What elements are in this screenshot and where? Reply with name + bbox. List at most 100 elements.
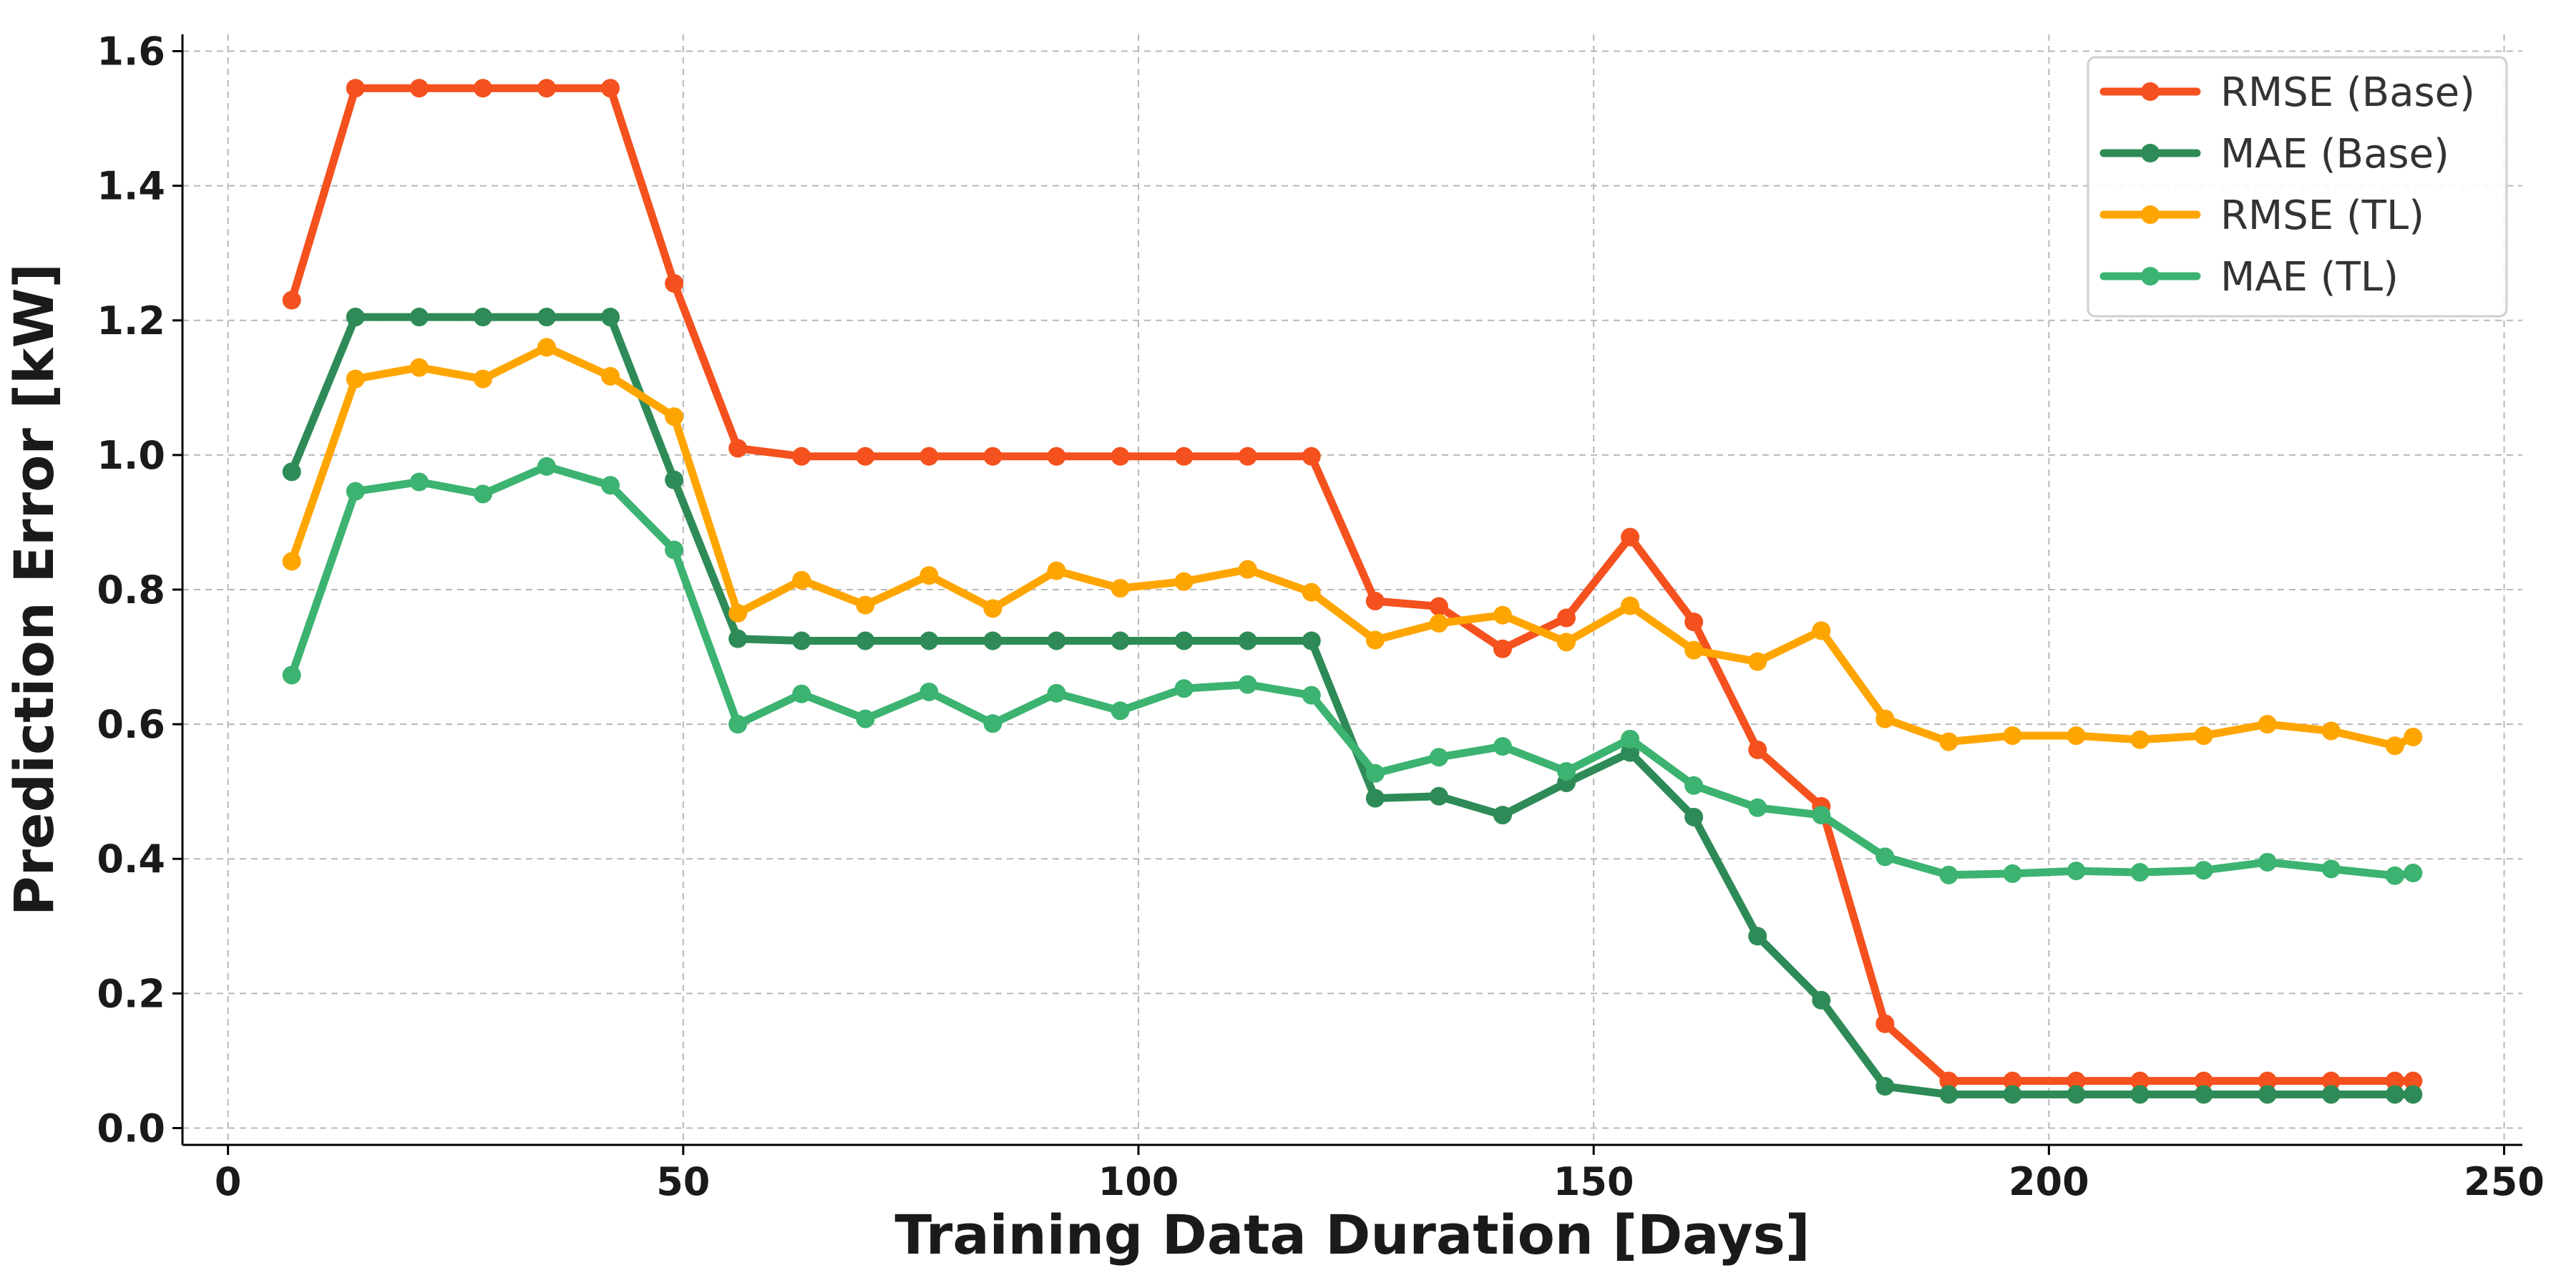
data-point — [792, 684, 811, 703]
x-tick-label: 150 — [1553, 1159, 1634, 1204]
legend-swatch-marker — [2141, 82, 2160, 101]
data-point — [2385, 866, 2404, 885]
data-point — [1493, 806, 1512, 825]
data-point — [409, 79, 429, 98]
data-point — [1111, 631, 1130, 650]
data-point — [1302, 631, 1321, 650]
data-point — [1111, 579, 1130, 598]
data-point — [2385, 1085, 2404, 1104]
data-point — [2130, 1085, 2150, 1104]
data-point — [665, 407, 684, 426]
data-point — [983, 599, 1002, 618]
legend-frame — [2087, 56, 2508, 318]
data-point — [1748, 740, 1767, 759]
legend-item: RMSE (TL) — [2099, 192, 2424, 239]
y-axis-title: Prediction Error [kW] — [2, 263, 66, 916]
data-point — [1748, 927, 1767, 946]
x-tick-label: 50 — [656, 1159, 710, 1204]
data-point — [2194, 726, 2213, 746]
data-point — [728, 715, 748, 734]
data-point — [1812, 621, 1831, 640]
data-point — [2404, 1071, 2423, 1091]
data-point — [2321, 1085, 2341, 1104]
data-point — [665, 470, 684, 489]
data-point — [537, 79, 556, 98]
series-line — [288, 462, 2417, 880]
legend-item: RMSE (Base) — [2099, 69, 2475, 116]
data-point — [601, 308, 620, 327]
data-point — [2130, 1071, 2150, 1091]
data-point — [537, 457, 556, 476]
legend-swatch-marker — [2141, 205, 2160, 224]
data-point — [1875, 709, 1895, 728]
legend-item: MAE (TL) — [2099, 254, 2399, 301]
data-point — [2404, 863, 2423, 882]
data-point — [919, 447, 939, 466]
x-tick-label: 250 — [2464, 1159, 2545, 1204]
data-point — [1621, 743, 1640, 762]
legend-item: MAE (Base) — [2099, 131, 2449, 177]
data-point — [1429, 748, 1448, 767]
data-point — [2321, 859, 2341, 879]
data-point — [282, 291, 301, 310]
data-point — [728, 603, 748, 623]
data-point — [1238, 560, 1257, 579]
data-point — [2130, 730, 2150, 749]
data-point — [2130, 863, 2150, 882]
data-point — [1238, 447, 1257, 466]
y-axis-ticks: 0.0 0.2 0.4 0.6 0.8 1.0 1.2 1.4 1.6 — [97, 29, 182, 1151]
data-point — [346, 308, 365, 327]
data-point — [2321, 1071, 2341, 1091]
data-point — [1238, 631, 1257, 650]
data-point — [1621, 596, 1640, 615]
series-lines — [282, 79, 2423, 1104]
data-point — [346, 79, 365, 98]
data-point — [1047, 561, 1066, 580]
data-point — [1557, 608, 1576, 628]
data-point — [2194, 1071, 2213, 1091]
series-mae-tl — [282, 457, 2423, 885]
data-point — [2067, 726, 2086, 746]
data-point — [346, 482, 365, 501]
data-point — [792, 447, 811, 466]
y-tick-label: 0.2 — [97, 971, 165, 1016]
data-point — [792, 631, 811, 650]
data-point — [537, 308, 556, 327]
data-point — [409, 308, 429, 327]
data-point — [728, 629, 748, 648]
data-point — [1621, 729, 1640, 748]
data-point — [537, 338, 556, 357]
data-point — [1047, 631, 1066, 650]
data-point — [856, 447, 875, 466]
data-point — [346, 369, 365, 389]
y-tick-label: 0.6 — [97, 702, 165, 747]
data-point — [1174, 631, 1194, 650]
data-point — [1875, 1077, 1895, 1096]
data-point — [2067, 862, 2086, 881]
x-tick-label: 100 — [1098, 1159, 1179, 1204]
x-tick-label: 200 — [2009, 1159, 2089, 1204]
data-point — [1493, 737, 1512, 756]
data-point — [1302, 582, 1321, 602]
data-point — [665, 540, 684, 560]
data-point — [2404, 727, 2423, 746]
data-point — [2385, 1071, 2404, 1091]
data-point — [1684, 776, 1704, 795]
data-point — [856, 595, 875, 615]
data-point — [1174, 447, 1194, 466]
legend-label: MAE (Base) — [2220, 131, 2449, 177]
legend-label: RMSE (Base) — [2220, 69, 2475, 116]
data-point — [601, 366, 620, 386]
data-point — [2385, 736, 2404, 756]
y-tick-label: 1.4 — [97, 164, 165, 209]
data-point — [2194, 861, 2213, 880]
data-point — [409, 472, 429, 492]
data-point — [2067, 1085, 2086, 1104]
data-point — [792, 570, 811, 590]
data-point — [2258, 715, 2277, 734]
data-point — [983, 714, 1002, 733]
data-point — [1429, 786, 1448, 806]
data-point — [1365, 630, 1385, 650]
data-point — [1302, 686, 1321, 705]
